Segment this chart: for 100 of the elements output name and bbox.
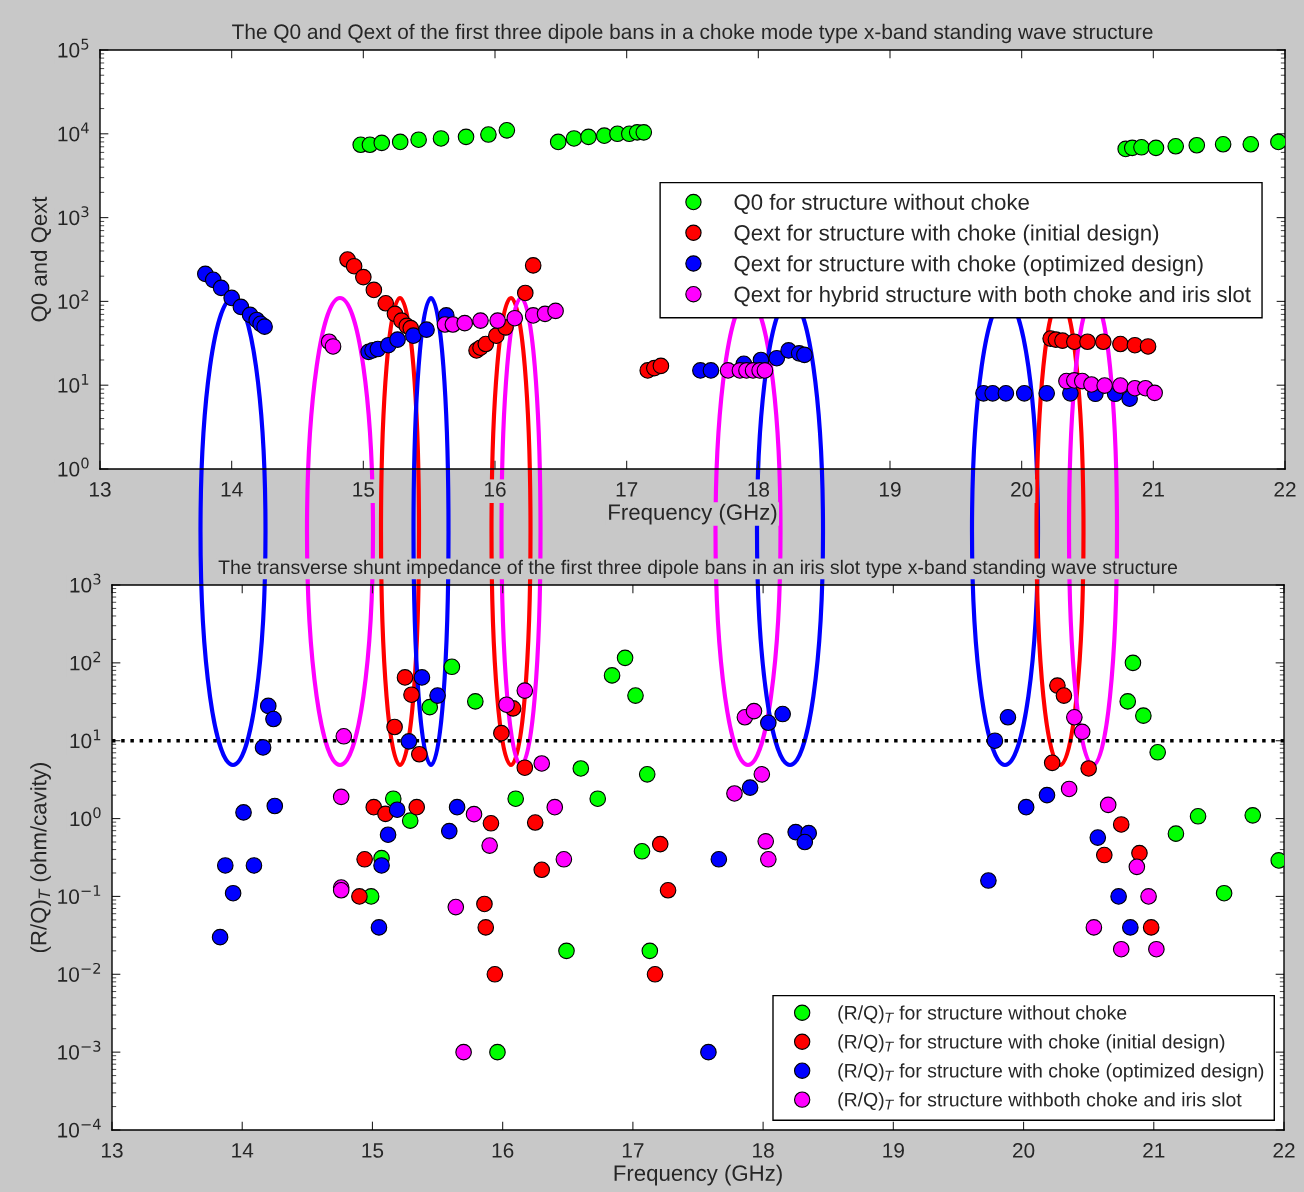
point bbox=[373, 134, 391, 152]
point bbox=[1122, 919, 1139, 936]
point bbox=[1124, 654, 1142, 672]
point bbox=[345, 257, 363, 275]
y-tick-label: 10$^{3}$ bbox=[70, 573, 101, 593]
point bbox=[768, 349, 786, 367]
point bbox=[1112, 377, 1129, 394]
x-tick-label: 19 bbox=[883, 1143, 904, 1158]
point bbox=[235, 804, 252, 821]
point bbox=[565, 130, 583, 147]
x-tick-label: 16 bbox=[485, 482, 506, 497]
point bbox=[700, 1043, 717, 1061]
point bbox=[659, 881, 677, 899]
point bbox=[351, 888, 368, 905]
y-tick-label: 10$^{0}$ bbox=[58, 457, 89, 477]
x-tick-label: 22 bbox=[1273, 1143, 1295, 1158]
point bbox=[1133, 138, 1150, 156]
x-tick-label: 17 bbox=[622, 1143, 644, 1158]
point bbox=[1119, 693, 1137, 710]
y-tick-label: 10$^{2}$ bbox=[70, 651, 101, 671]
x-tick-label: 18 bbox=[753, 1143, 774, 1158]
point bbox=[259, 697, 277, 715]
x-tick-label: 20 bbox=[1011, 482, 1033, 497]
point bbox=[480, 126, 497, 143]
point bbox=[455, 1043, 472, 1061]
point bbox=[493, 724, 510, 742]
point bbox=[627, 687, 644, 704]
point bbox=[1043, 754, 1061, 772]
x-tick-label: 14 bbox=[221, 482, 243, 497]
point bbox=[403, 686, 420, 704]
point bbox=[555, 850, 573, 868]
y-axis-title: Q0 and Qext bbox=[30, 196, 51, 322]
point bbox=[408, 798, 426, 816]
point bbox=[1038, 786, 1056, 804]
point bbox=[332, 788, 350, 806]
y-axis-title: (R/Q)$_{T}$ (ohm/cavity) bbox=[30, 763, 51, 953]
point bbox=[1038, 385, 1056, 402]
point bbox=[635, 124, 653, 141]
point bbox=[457, 128, 475, 146]
point bbox=[224, 884, 242, 902]
point bbox=[467, 693, 484, 710]
y-tick-label: 10$^{−2}$ bbox=[58, 962, 101, 982]
x-tick-label: 20 bbox=[1013, 1143, 1035, 1158]
x-tick-label: 15 bbox=[362, 1143, 384, 1158]
point bbox=[506, 309, 524, 327]
point bbox=[1242, 135, 1260, 153]
point bbox=[396, 669, 414, 686]
point bbox=[1146, 384, 1163, 402]
y-tick-label: 10$^{−3}$ bbox=[58, 1040, 101, 1060]
point bbox=[365, 281, 383, 299]
point bbox=[516, 284, 534, 302]
point bbox=[1167, 137, 1185, 155]
point bbox=[999, 708, 1017, 726]
point bbox=[1015, 385, 1033, 402]
point bbox=[1167, 825, 1185, 842]
point bbox=[549, 133, 567, 151]
point bbox=[1095, 846, 1113, 864]
point bbox=[1214, 135, 1232, 153]
chart-title: The Q0 and Qext of the first three dipole bans in a choke mode type x-band standing wave structure bbox=[232, 23, 1153, 44]
point bbox=[212, 279, 230, 297]
point bbox=[546, 798, 564, 816]
x-tick-label: 16 bbox=[492, 1143, 514, 1158]
x-axis-title: Frequency (GHz) bbox=[609, 503, 777, 525]
point bbox=[580, 128, 597, 146]
point bbox=[558, 942, 575, 960]
point bbox=[1099, 796, 1117, 814]
point bbox=[516, 682, 534, 699]
point bbox=[616, 649, 634, 667]
point bbox=[796, 346, 813, 364]
point bbox=[355, 268, 372, 286]
point bbox=[386, 718, 403, 736]
point bbox=[533, 755, 551, 772]
legend-label: Qext for hybrid structure with both choke and iris slot bbox=[734, 285, 1251, 307]
point bbox=[370, 919, 388, 936]
point bbox=[526, 814, 544, 831]
point bbox=[1244, 807, 1262, 824]
point bbox=[638, 766, 656, 783]
point bbox=[726, 785, 743, 802]
point bbox=[760, 714, 777, 732]
point bbox=[589, 790, 607, 808]
x-tick-label: 17 bbox=[616, 482, 638, 497]
point bbox=[774, 705, 791, 723]
point bbox=[1112, 816, 1130, 833]
x-tick-label: 15 bbox=[353, 482, 375, 497]
y-tick-label: 10$^{5}$ bbox=[58, 38, 89, 58]
point bbox=[447, 898, 465, 916]
y-tick-label: 10$^{1}$ bbox=[58, 374, 89, 393]
point bbox=[421, 698, 439, 716]
x-tick-label: 13 bbox=[102, 1143, 123, 1158]
point bbox=[1066, 708, 1083, 726]
legend-label: (R/Q)$_{T}$ for structure with choke (optimized design) bbox=[838, 1063, 1264, 1082]
legend-label: (R/Q)$_{T}$ for structure withboth choke and iris slot bbox=[838, 1092, 1242, 1111]
point bbox=[572, 760, 590, 777]
point bbox=[1080, 760, 1097, 777]
point bbox=[489, 1043, 506, 1061]
point bbox=[391, 133, 409, 151]
x-tick-label: 14 bbox=[232, 1143, 254, 1158]
point bbox=[413, 669, 431, 686]
point bbox=[1055, 687, 1073, 704]
point bbox=[745, 702, 763, 720]
